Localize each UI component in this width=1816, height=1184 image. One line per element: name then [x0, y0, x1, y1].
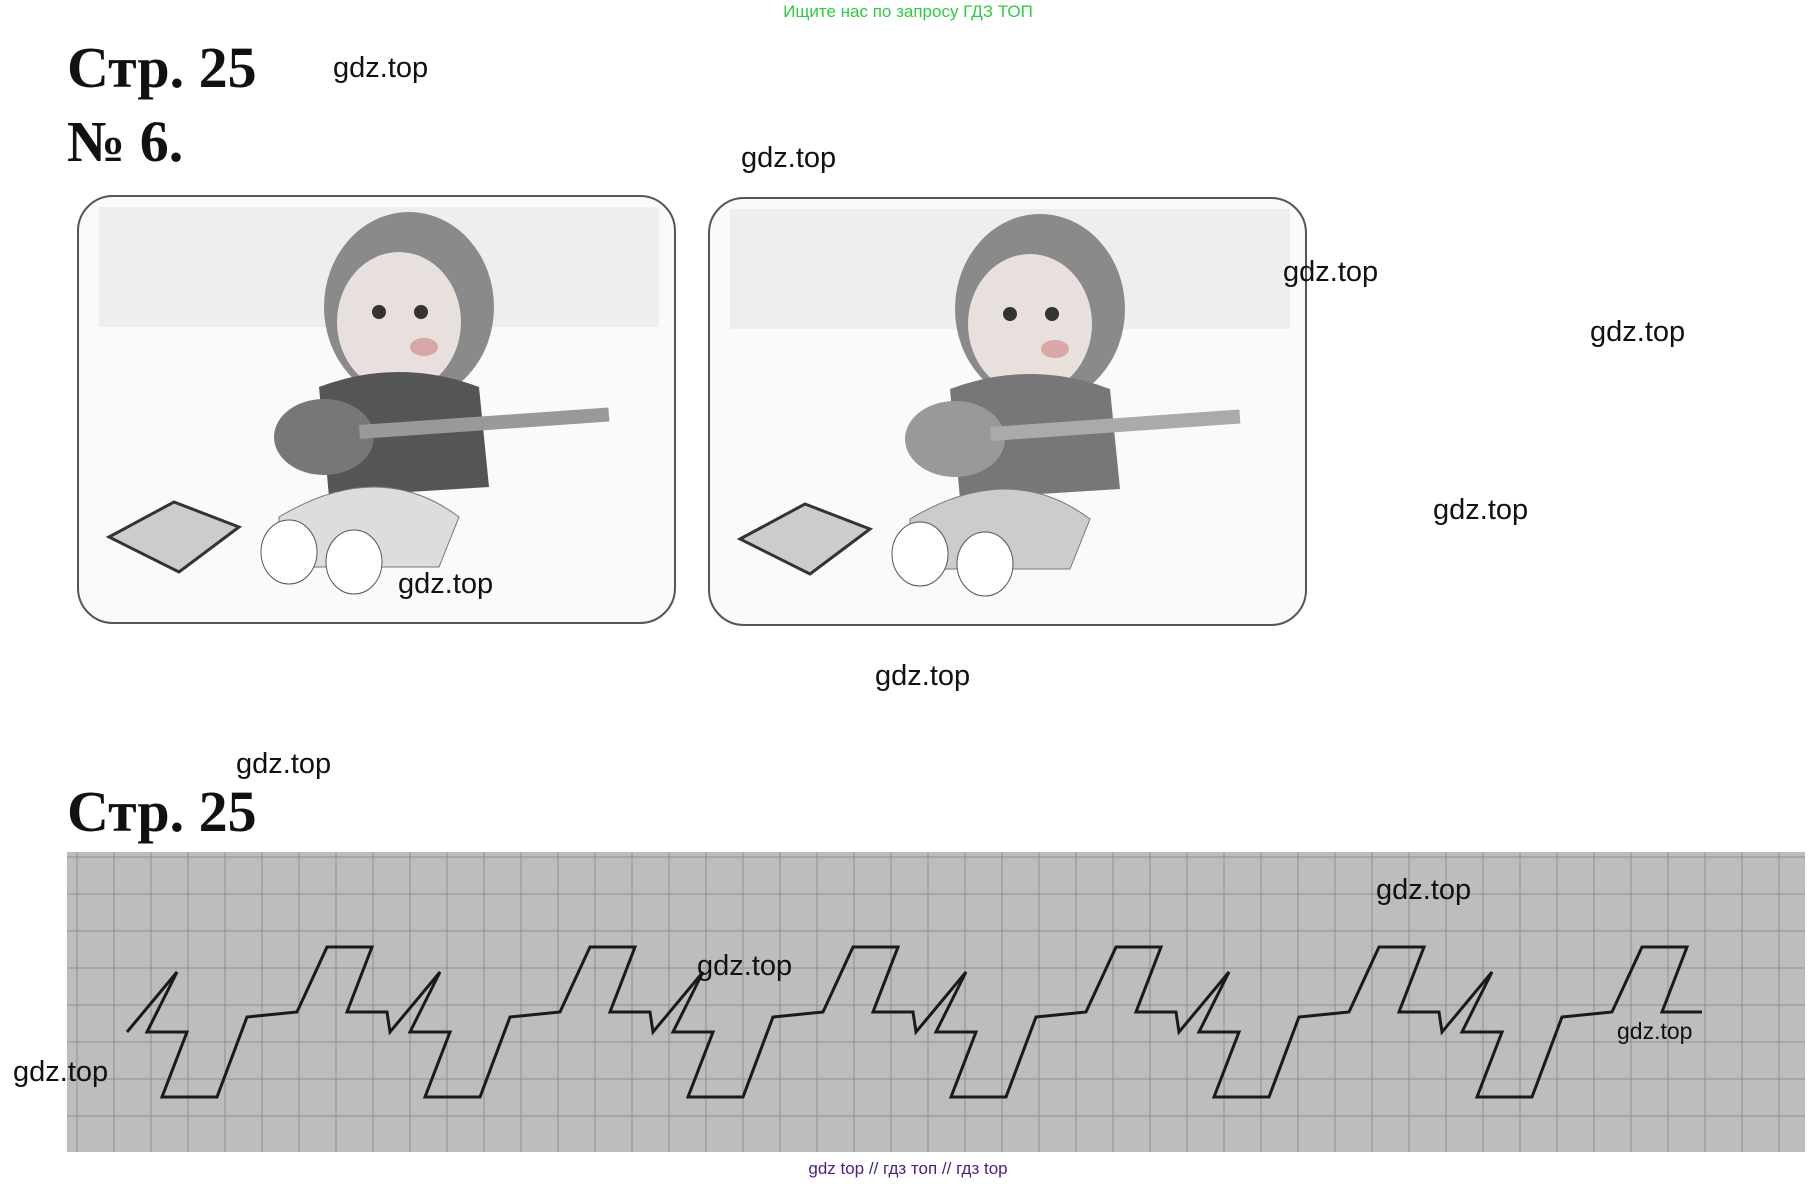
watermark: gdz.top: [741, 142, 837, 174]
footer-link[interactable]: гдз топ: [883, 1159, 938, 1178]
footer-links: gdz top // гдз топ // гдз top: [0, 1159, 1816, 1179]
watermark: gdz.top: [333, 52, 429, 84]
zigzag-line: [125, 945, 1702, 1099]
page-heading: Стр. 25: [67, 35, 257, 100]
watermark: gdz.top: [697, 950, 793, 982]
girl-with-lute-illustration: [99, 207, 659, 595]
page-heading: Стр. 25: [67, 779, 257, 844]
watermark: gdz.top: [1617, 1018, 1693, 1044]
picture-left: [77, 195, 676, 624]
search-banner-link[interactable]: Ищите нас по запросу ГДЗ ТОП: [783, 2, 1033, 21]
watermark: gdz.top: [1590, 316, 1686, 348]
picture-right: [708, 197, 1307, 626]
footer-link[interactable]: gdz top: [808, 1159, 865, 1178]
watermark: gdz.top: [1433, 494, 1529, 526]
watermark: gdz.top: [1283, 256, 1379, 288]
separator: //: [941, 1159, 952, 1178]
zigzag-pattern-drawing: [67, 852, 1805, 1152]
notebook-grid-photo: [67, 852, 1805, 1152]
watermark: gdz.top: [875, 660, 971, 692]
watermark: gdz.top: [398, 568, 494, 600]
separator: //: [868, 1159, 879, 1178]
exercise-number: № 6.: [67, 109, 184, 174]
girl-with-lute-illustration: [730, 209, 1290, 597]
watermark: gdz.top: [1376, 874, 1472, 906]
footer-link[interactable]: гдз top: [956, 1159, 1008, 1178]
watermark: gdz.top: [236, 748, 332, 780]
watermark: gdz.top: [13, 1056, 109, 1088]
